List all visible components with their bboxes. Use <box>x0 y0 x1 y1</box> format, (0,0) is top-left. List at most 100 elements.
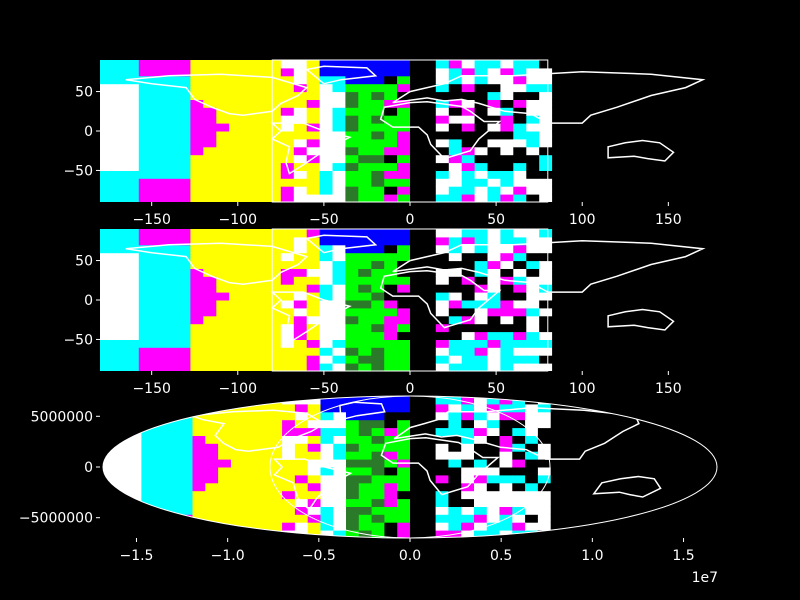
heatmap-cell <box>487 363 501 371</box>
heatmap-cell <box>138 252 153 262</box>
heatmap-cell <box>203 194 217 202</box>
heatmap-cell <box>230 459 245 468</box>
heatmap-cell <box>255 131 269 140</box>
heatmap-cell <box>487 331 501 340</box>
heatmap-cell <box>358 244 372 254</box>
heatmap-cell <box>704 498 717 507</box>
heatmap-cell <box>103 403 117 413</box>
heatmap-cell <box>461 284 476 293</box>
heatmap-cell <box>179 419 194 429</box>
heatmap-cell <box>704 403 717 413</box>
heatmap-cell <box>115 443 130 452</box>
heatmap-cell <box>229 244 243 254</box>
heatmap-cell <box>229 252 243 262</box>
heatmap-cell <box>358 355 372 364</box>
heatmap-cell <box>177 229 191 238</box>
heatmap-cell <box>435 276 450 285</box>
heatmap-cell <box>513 154 527 164</box>
heatmap-cell <box>590 339 605 348</box>
heatmap-cell <box>512 427 526 436</box>
heatmap-cell <box>151 236 166 246</box>
heatmap-cell <box>371 300 385 309</box>
heatmap-cell <box>539 91 553 100</box>
heatmap-cell <box>384 331 398 340</box>
heatmap-cell <box>371 530 385 538</box>
heatmap-cell <box>125 178 140 187</box>
heatmap-cell <box>280 99 295 108</box>
heatmap-cell <box>320 474 334 484</box>
heatmap-cell <box>332 276 346 285</box>
heatmap-cell <box>590 307 605 317</box>
heatmap-cell <box>614 506 628 515</box>
heatmap-cell <box>487 323 501 333</box>
heatmap-cell <box>512 443 526 452</box>
heatmap-cell <box>112 131 127 140</box>
heatmap-cell <box>461 323 476 333</box>
heatmap-cell <box>306 115 321 124</box>
heatmap-cell <box>526 260 540 269</box>
heatmap-cell <box>371 307 385 317</box>
heatmap-cell <box>242 131 256 140</box>
heatmap-cell <box>306 60 321 69</box>
heatmap-cell <box>410 506 424 515</box>
heatmap-cell <box>216 60 230 69</box>
heatmap-cell <box>128 443 142 452</box>
heatmap-cell <box>230 498 245 507</box>
heatmap-cell <box>269 506 283 515</box>
heatmap-cell <box>704 530 717 538</box>
heatmap-cell <box>138 229 153 238</box>
heatmap-cell <box>280 268 295 277</box>
heatmap-cell <box>552 331 566 340</box>
heatmap-cell <box>125 146 140 156</box>
heatmap-cell <box>691 451 705 460</box>
heatmap-cell <box>306 260 321 269</box>
heatmap-cell <box>707 186 720 195</box>
heatmap-cell <box>332 268 346 277</box>
heatmap-cell <box>203 252 217 262</box>
heatmap-cell <box>307 419 321 429</box>
heatmap-cell <box>293 67 308 77</box>
heatmap-cell <box>332 284 346 293</box>
heatmap-cell <box>448 459 462 468</box>
heatmap-cell <box>614 522 628 531</box>
heatmap-cell <box>306 268 321 277</box>
heatmap-cell <box>267 323 282 333</box>
heatmap-cell <box>397 403 411 413</box>
heatmap-cell <box>590 83 605 93</box>
heatmap-cell <box>255 162 269 171</box>
heatmap-cell <box>590 146 605 156</box>
heatmap-cell <box>384 162 398 171</box>
heatmap-cell <box>293 268 308 277</box>
heatmap-cell <box>151 162 166 171</box>
heatmap-cell <box>267 178 282 187</box>
heatmap-cell <box>655 99 669 108</box>
heatmap-cell <box>103 419 117 429</box>
heatmap-cell <box>177 60 191 69</box>
heatmap-cell <box>293 260 308 269</box>
heatmap-cell <box>397 331 411 340</box>
heatmap-cell <box>550 396 564 405</box>
heatmap-cell <box>167 467 181 476</box>
heatmap-cell <box>319 162 333 171</box>
heatmap-cell <box>627 443 641 452</box>
heatmap-cell <box>306 178 321 187</box>
heatmap-cell <box>177 355 191 364</box>
heatmap-cell <box>112 170 127 179</box>
heatmap-cell <box>177 91 191 100</box>
heatmap-cell <box>704 467 717 476</box>
heatmap-cell <box>192 427 206 436</box>
heatmap-cell <box>218 451 232 460</box>
heatmap-cell <box>590 162 605 171</box>
heatmap-cell <box>499 530 513 538</box>
heatmap-cell <box>629 339 643 348</box>
heatmap-cell <box>138 363 153 371</box>
heatmap-cell <box>474 60 488 69</box>
heatmap-cell <box>668 146 682 156</box>
heatmap-cell <box>629 284 643 293</box>
heatmap-cell <box>487 268 501 277</box>
heatmap-cell <box>320 498 334 507</box>
heatmap-cell <box>280 67 295 77</box>
heatmap-cell <box>177 284 191 293</box>
heatmap-cell <box>203 67 217 77</box>
heatmap-cell <box>665 435 680 444</box>
